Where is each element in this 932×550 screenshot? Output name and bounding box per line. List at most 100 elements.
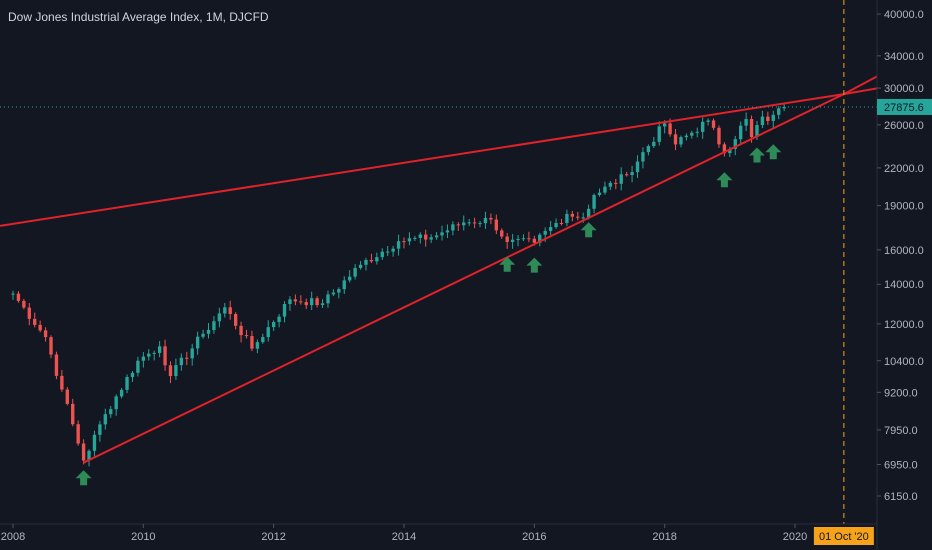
candle-body [619,174,623,184]
candle-body [190,348,194,359]
candle-body [228,307,232,315]
candle-body [342,280,346,290]
trendline-lower [83,93,845,464]
support-arrow-icon [748,147,765,163]
candle-body [516,239,520,241]
candle-body [440,232,444,236]
candle-body [16,293,21,301]
candle-body [766,116,770,121]
candle-body [163,346,167,366]
candle-body [179,357,184,366]
candle-body [652,141,656,147]
candle-body [521,238,526,240]
candle-body [690,132,694,136]
candle-body [445,230,450,233]
candle-body [103,414,108,425]
candle-body [309,298,314,306]
candle-body [755,125,759,138]
candle-body [353,267,357,277]
candle-body [157,346,162,353]
candle-body [565,213,569,224]
last-price-badge [877,98,932,115]
candle-body [554,223,558,228]
support-arrow-icon [716,172,733,188]
candle-body [261,337,265,343]
candle-body [320,303,325,306]
candle-body [358,264,363,268]
candle-body [65,389,69,404]
candle-body [288,299,292,304]
candle-body [434,235,439,238]
candle-body [195,336,200,349]
candle-body [233,314,238,326]
candle-body [266,327,270,338]
candle-body [706,120,710,122]
trendlines[interactable] [0,75,878,464]
y-tick-label: 9200.0 [884,387,918,399]
candle-body [462,222,466,226]
candle-body [114,396,118,410]
price-axis[interactable]: 6150.0 6950.0 7950.0 9200.0 10400.0 12000.0 14… [876,0,932,550]
candle-body [673,134,678,145]
candle-body [489,217,493,220]
candle-body [548,227,553,231]
y-tick-label: 34000.0 [884,51,924,63]
candle-body [733,139,737,149]
y-tick-label: 22000.0 [884,163,924,175]
time-axis[interactable]: 2008 2010 2012 2014 2016 2018 2020 01 Oct '20 [0,523,877,545]
support-arrow-icon [75,470,92,486]
candle-body [60,375,64,390]
overlays [0,0,877,524]
candle-body [641,152,645,162]
candle-body [11,293,15,295]
candle-body [331,292,336,295]
trendline-upper-ext [843,87,878,96]
candle-body [570,213,575,217]
candle-body [624,174,629,176]
x-tick-label: 2016 [522,531,546,543]
candle-body [739,125,743,140]
candle-body [49,337,53,355]
candle-body [223,307,227,314]
candle-body [744,119,748,126]
candle-body [771,114,775,121]
candle-body [505,236,509,242]
candle-body [510,239,515,242]
trendline-lower-ext [843,75,878,96]
candle-body [614,182,618,184]
candle-body [168,365,173,377]
candle-body [54,354,59,376]
date-marker-label: 01 Oct '20 [819,531,869,543]
candle-body [597,192,602,196]
y-tick-label: 30000.0 [884,83,924,95]
support-arrows [75,144,782,486]
candle-body [695,131,699,133]
x-tick-label: 2020 [783,531,807,543]
candle-body [315,298,319,306]
candle-body [391,248,395,252]
candle-body [711,120,716,128]
candle-body [277,316,281,323]
last-price-label: 27875.6 [884,102,924,114]
y-tick-label: 7950.0 [884,425,918,437]
candle-body [657,126,661,142]
candle-body [201,333,205,337]
y-tick-label: 16000.0 [884,245,924,257]
y-tick-label: 26000.0 [884,120,924,132]
candle-body [76,424,80,444]
candle-body [87,450,91,461]
candle-body [429,237,433,240]
x-tick-label: 2010 [131,531,155,543]
candle-body [494,219,499,231]
x-tick-label: 2012 [261,531,285,543]
candle-body [255,342,260,349]
candle-body [304,302,308,306]
candle-body [413,237,417,239]
candle-body [22,300,26,308]
candle-body [364,260,368,265]
date-marker-badge [813,527,874,545]
candle-body [668,123,672,135]
y-tick-label: 40000.0 [884,9,924,21]
candle-body [212,321,216,330]
